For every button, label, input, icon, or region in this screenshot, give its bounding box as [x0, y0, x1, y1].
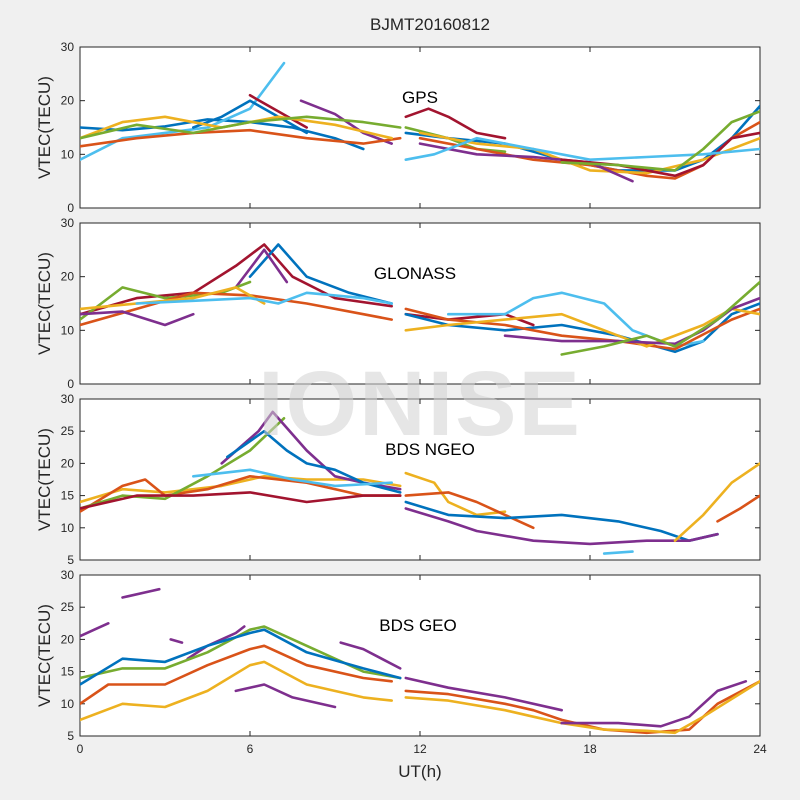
series-line — [80, 644, 393, 706]
axes-box — [79, 46, 761, 209]
series-line — [80, 417, 286, 510]
y-tick-label: 15 — [61, 489, 75, 503]
series-line — [299, 99, 393, 145]
y-tick-label: 0 — [67, 377, 74, 391]
series-line — [80, 128, 402, 148]
series-line — [404, 307, 760, 348]
series-line — [404, 312, 535, 327]
series-line — [418, 142, 634, 183]
series-line — [404, 680, 760, 735]
y-tick-label: 5 — [67, 553, 74, 567]
y-axis-label: VTEC(TECU) — [35, 76, 54, 179]
series-group — [80, 243, 760, 356]
y-axis-label: VTEC(TECU) — [35, 252, 54, 355]
y-tick-label: 30 — [61, 392, 75, 406]
y-tick-label: 0 — [67, 201, 74, 215]
y-tick-label: 20 — [61, 270, 75, 284]
y-tick-label: 30 — [61, 216, 75, 230]
series-line — [186, 625, 246, 660]
series-line — [80, 118, 365, 151]
y-tick-label: 20 — [61, 94, 75, 108]
y-tick-label: 25 — [61, 600, 75, 614]
series-line — [404, 471, 507, 517]
bds-geo-panel: 5 10 15 20 25 30 0 6 12 18 24 VTEC(TECU) BDS GEO — [35, 568, 767, 756]
x-tick-label: 6 — [247, 742, 254, 756]
x-tick-label: 18 — [583, 742, 597, 756]
y-axis-label: VTEC(TECU) — [35, 604, 54, 707]
series-line — [602, 550, 634, 555]
y-axis-label: VTEC(TECU) — [35, 428, 54, 531]
series-line — [503, 296, 760, 346]
gps-panel: 0 10 20 30 VTEC(TECU) GPS — [35, 40, 761, 215]
series-line — [80, 628, 402, 686]
series-line — [560, 280, 760, 356]
series-line — [560, 680, 748, 728]
y-tick-label: 10 — [61, 323, 75, 337]
series-line — [404, 500, 719, 542]
series-line — [226, 429, 402, 494]
panel-label: BDS NGEO — [385, 440, 475, 459]
series-line — [418, 131, 760, 175]
series-line — [121, 587, 161, 599]
watermark: IONISE — [258, 353, 582, 455]
y-tick-label: 20 — [61, 632, 75, 646]
figure-title: BJMT20160812 — [370, 15, 490, 34]
series-line — [80, 475, 402, 513]
bds-ngeo-panel: 5 10 15 20 25 30 VTEC(TECU) BDS NGEO — [35, 392, 761, 567]
series-line — [404, 307, 760, 351]
panel-label: BDS GEO — [379, 616, 456, 635]
x-axis-label: UT(h) — [398, 762, 441, 781]
series-line — [80, 286, 266, 311]
series-line — [560, 110, 760, 172]
series-line — [80, 310, 195, 327]
series-group — [80, 61, 760, 183]
y-tick-label: 10 — [61, 521, 75, 535]
y-tick-label: 10 — [61, 147, 75, 161]
y-tick-label: 20 — [61, 456, 75, 470]
series-group — [80, 410, 760, 555]
panel-label: GLONASS — [374, 264, 456, 283]
glonass-panel: 0 10 20 30 VTEC(TECU) GLONASS — [35, 216, 761, 391]
y-tick-label: 30 — [61, 40, 75, 54]
series-line — [80, 491, 402, 510]
series-line — [80, 115, 402, 140]
x-tick-label: 0 — [77, 742, 84, 756]
series-line — [192, 99, 308, 135]
series-line — [192, 468, 393, 488]
series-line — [80, 622, 110, 638]
series-line — [339, 641, 402, 670]
series-line — [234, 683, 337, 709]
series-line — [404, 676, 563, 712]
y-tick-label: 5 — [67, 729, 74, 743]
series-line — [234, 248, 289, 289]
series-line — [404, 507, 719, 546]
x-tick-label: 24 — [753, 742, 767, 756]
x-tick-label: 12 — [413, 742, 427, 756]
axes-box — [79, 398, 761, 561]
series-line — [404, 491, 535, 530]
series-group — [80, 587, 760, 735]
series-line — [716, 494, 760, 523]
panel-label: GPS — [402, 88, 438, 107]
series-line — [80, 660, 393, 722]
series-line — [248, 94, 308, 129]
y-tick-label: 30 — [61, 568, 75, 582]
series-line — [169, 638, 184, 644]
series-line — [135, 291, 393, 305]
series-line — [673, 462, 760, 542]
y-tick-label: 15 — [61, 665, 75, 679]
series-line — [404, 107, 507, 140]
y-tick-label: 25 — [61, 424, 75, 438]
y-tick-label: 10 — [61, 697, 75, 711]
